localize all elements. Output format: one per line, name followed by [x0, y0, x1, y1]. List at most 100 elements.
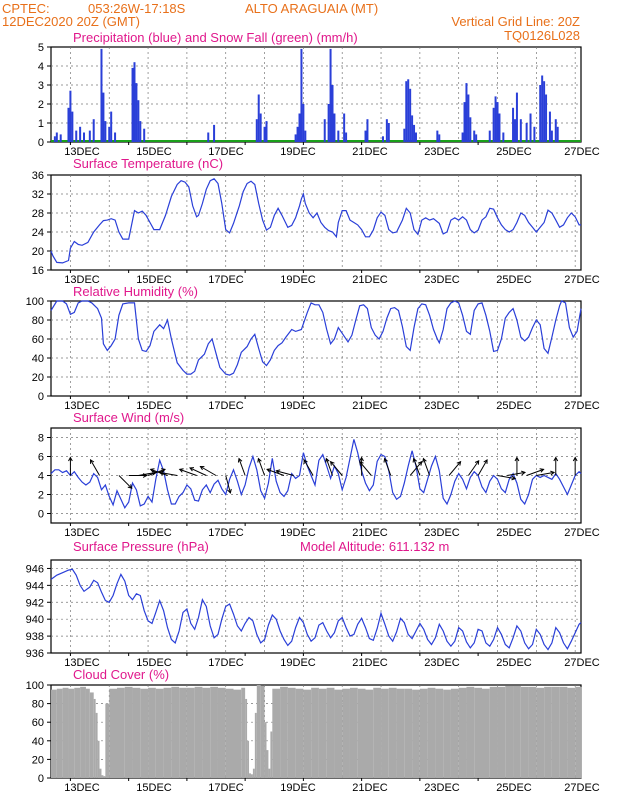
cloud-bar: [357, 688, 366, 778]
wind-arrow: [536, 471, 555, 476]
precip-bar: [92, 119, 95, 142]
cloud-bar: [450, 688, 459, 778]
precip-bar: [296, 126, 299, 142]
precip-bar: [259, 113, 262, 142]
wind-arrow: [448, 461, 461, 476]
cloud-bar: [365, 689, 374, 778]
precip-bar: [59, 134, 62, 142]
y-tick-label: 2: [38, 99, 44, 111]
wind-arrow: [422, 458, 431, 476]
precip-bar: [104, 121, 107, 142]
x-tick-label: 13DEC: [64, 146, 100, 158]
cloud-bar: [140, 688, 149, 778]
wind-arrow: [409, 461, 423, 476]
cloud-bar: [124, 686, 133, 778]
panel-4: 0 2 4 6 8 13DEC 15DEC 17DEC 19DEC 21DEC 23DEC 25DEC…: [38, 410, 600, 539]
precip-bar: [413, 124, 416, 142]
y-tick-label: 80: [32, 699, 44, 711]
x-tick-label: 19DEC: [280, 657, 316, 669]
x-tick-label: 19DEC: [280, 400, 316, 412]
x-tick-label: 15DEC: [136, 274, 172, 286]
y-tick-label: 0: [38, 391, 44, 403]
precip-bar: [345, 132, 348, 142]
cloud-bar: [489, 686, 498, 778]
precip-bar: [100, 48, 103, 142]
wind-arrow: [257, 458, 266, 476]
y-tick-label: 4: [38, 471, 44, 483]
cloud-bar: [109, 688, 118, 778]
cloud-bar: [559, 686, 568, 778]
wind-arrow-head: [511, 475, 517, 481]
wind-arrow-head: [383, 457, 388, 463]
precip-bar: [550, 130, 553, 142]
wind-arrow-head: [178, 468, 184, 473]
cloud-bar: [105, 703, 110, 778]
wind-arrow-head: [412, 457, 418, 463]
x-tick-label: 15DEC: [136, 527, 172, 539]
precip-bar: [492, 107, 495, 142]
precip-bar: [67, 107, 70, 142]
y-tick-label: 0: [38, 509, 44, 521]
x-tick-label: 15DEC: [136, 657, 172, 669]
precip-bar: [300, 48, 303, 142]
x-tick-label: 25DEC: [496, 274, 532, 286]
x-tick-label: 13DEC: [64, 274, 100, 286]
wind-arrow-head: [553, 456, 559, 462]
precip-bar: [133, 62, 136, 143]
precip-bar: [411, 115, 414, 142]
cloud-bar: [412, 689, 420, 778]
wind-arrow-head: [417, 460, 423, 466]
x-tick-label: 21DEC: [352, 146, 388, 158]
wind-arrow-head: [257, 457, 262, 463]
precip-bar: [469, 117, 472, 142]
wind-arrow: [477, 459, 488, 476]
x-tick-label: 25DEC: [496, 782, 532, 794]
wind-arrow-head: [359, 460, 364, 466]
precip-bar: [405, 81, 408, 142]
cloud-bar: [89, 692, 94, 778]
precip-bar: [385, 119, 388, 142]
panel-title: Surface Pressure (hPa): [73, 539, 209, 554]
cloud-bar: [458, 687, 467, 778]
cloud-bar: [250, 774, 253, 778]
cloud-bar: [93, 698, 96, 778]
precip-bar: [515, 92, 518, 142]
cloud-bar: [551, 686, 560, 778]
cloud-bar: [326, 687, 335, 778]
cloud-bar: [171, 686, 180, 778]
precip-bar: [337, 130, 340, 142]
y-tick-label: 100: [26, 296, 44, 308]
wind-arrow-head: [483, 458, 488, 464]
wind-arrow-head: [359, 456, 364, 462]
y-tick-label: 60: [32, 334, 44, 346]
cloud-bar: [103, 776, 106, 778]
precip-bar: [131, 67, 134, 142]
precip-bar: [88, 130, 91, 142]
precip-bar: [543, 81, 546, 142]
x-tick-label: 27DEC: [564, 657, 600, 669]
y-tick-label: 944: [26, 580, 44, 592]
precip-bar: [102, 92, 105, 142]
y-tick-label: 0: [38, 773, 44, 785]
cloud-bar: [233, 689, 242, 778]
precip-bar: [327, 104, 330, 142]
cloud-bar: [163, 687, 172, 778]
panel-subtitle: Model Altitude: 611.132 m: [300, 539, 449, 554]
precip-bar: [71, 111, 74, 142]
y-tick-label: 24: [32, 227, 44, 239]
x-tick-label: 13DEC: [64, 782, 100, 794]
precip-bar: [331, 85, 334, 142]
precip-bar: [488, 130, 491, 142]
wind-arrow-head: [329, 460, 335, 466]
x-tick-label: 25DEC: [496, 527, 532, 539]
precip-bar: [55, 132, 58, 142]
panel-title: Surface Wind (m/s): [73, 410, 184, 425]
precip-bar: [556, 126, 559, 142]
x-tick-label: 21DEC: [352, 400, 388, 412]
precip-bar: [498, 113, 501, 142]
cloud-bar: [99, 768, 102, 778]
x-tick-label: 19DEC: [280, 782, 316, 794]
panel-title: Relative Humidity (%): [73, 284, 198, 299]
cloud-bar: [270, 731, 273, 778]
cloud-bar: [74, 687, 81, 778]
